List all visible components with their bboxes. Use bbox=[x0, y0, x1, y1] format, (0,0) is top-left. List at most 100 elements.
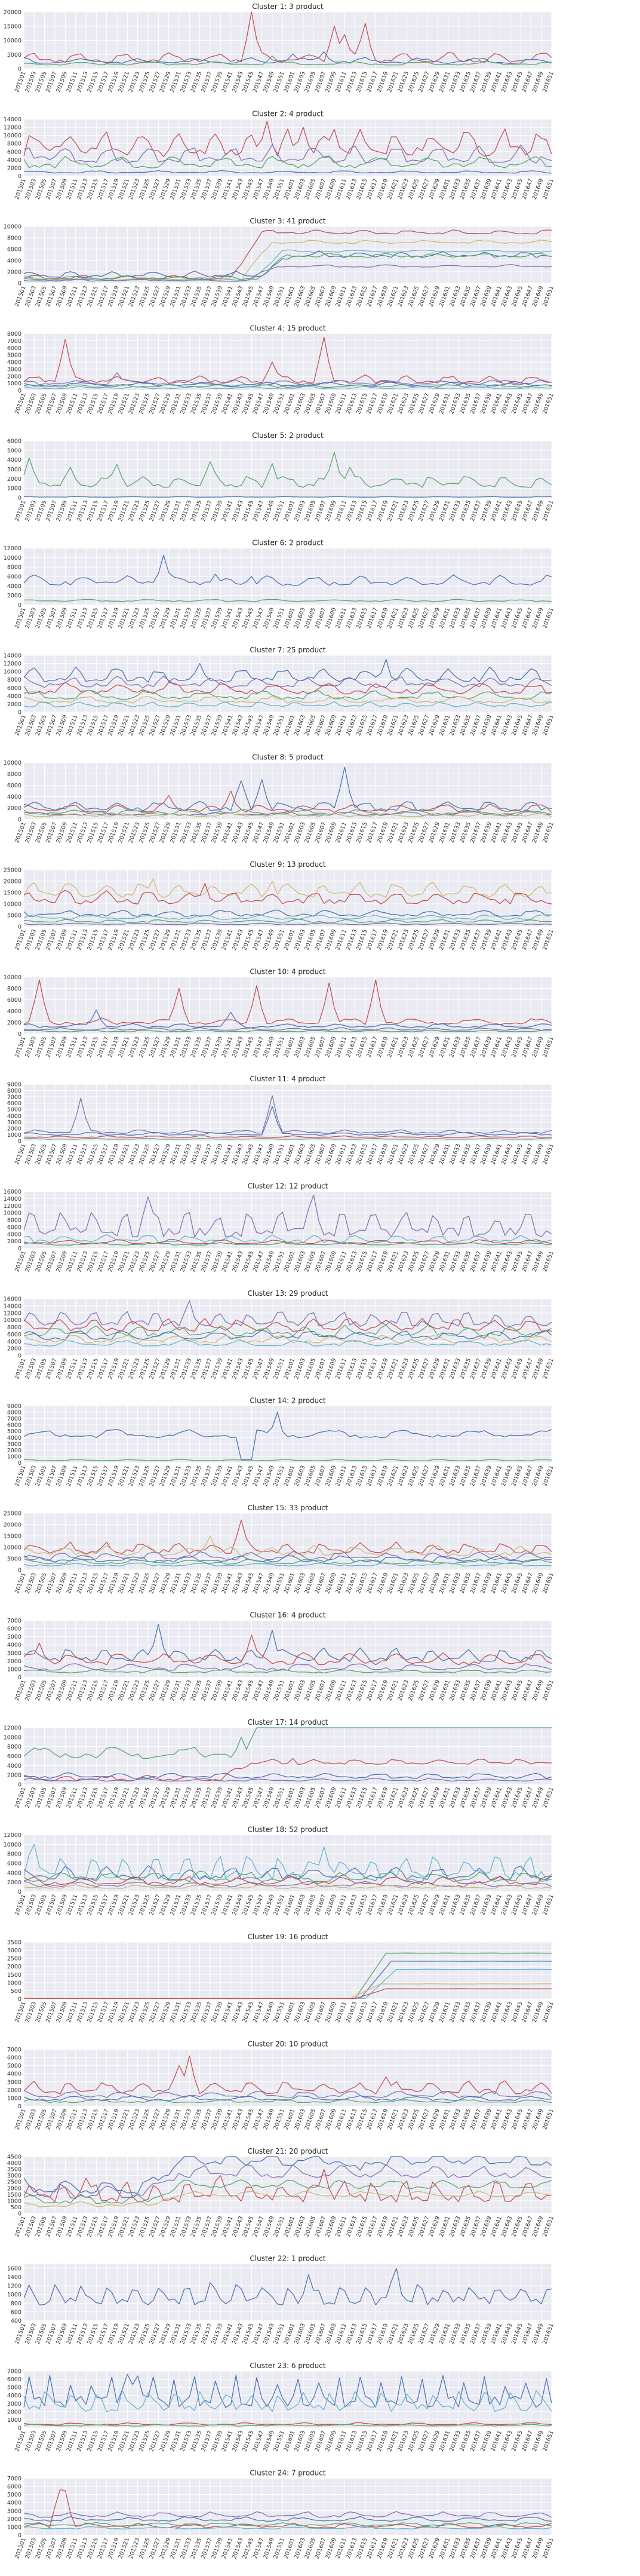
y-tick-label: 4000 bbox=[7, 1435, 21, 1442]
chart-title: Cluster 22: 1 product bbox=[250, 2255, 325, 2263]
y-tick-label: 6000 bbox=[7, 1753, 21, 1760]
y-tick-label: 1000 bbox=[7, 1980, 21, 1986]
series-line bbox=[23, 919, 552, 924]
y-tick-label: 1000 bbox=[7, 1453, 21, 1460]
chart-title: Cluster 9: 13 product bbox=[250, 860, 325, 869]
series-line bbox=[23, 121, 552, 157]
series-line bbox=[23, 1318, 552, 1332]
plot-area bbox=[24, 977, 552, 1034]
series-line bbox=[23, 922, 552, 925]
chart-title: Cluster 15: 33 product bbox=[248, 1504, 328, 1512]
y-tick-label: 25000 bbox=[4, 1511, 21, 1517]
y-tick-label: 6000 bbox=[7, 2376, 21, 2383]
y-tick-label: 10000 bbox=[4, 38, 21, 44]
y-tick-label: 15000 bbox=[4, 890, 21, 897]
y-tick-label: 0 bbox=[18, 1139, 21, 1145]
chart-title: Cluster 2: 4 product bbox=[252, 110, 324, 118]
y-tick-label: 8000 bbox=[7, 1851, 21, 1858]
chart-panel: Cluster 10: 4 product 0 2000 4000 6000 8000 10… bbox=[4, 968, 555, 1059]
y-tick-label: 8000 bbox=[7, 1410, 21, 1416]
series-line bbox=[23, 1412, 552, 1460]
y-tick-label: 0 bbox=[18, 602, 21, 609]
y-tick-label: 0 bbox=[18, 1353, 21, 1360]
y-tick-label: 6000 bbox=[7, 2484, 21, 2491]
series-line bbox=[23, 1137, 552, 1140]
series-line bbox=[23, 695, 552, 704]
y-tick-label: 5000 bbox=[7, 2385, 21, 2391]
series-line bbox=[23, 170, 552, 174]
y-tick-label: 8000 bbox=[7, 1744, 21, 1750]
series-line bbox=[23, 1009, 552, 1028]
series-line bbox=[23, 1106, 552, 1136]
y-tick-label: 3500 bbox=[7, 2167, 21, 2173]
chart-title: Cluster 23: 6 product bbox=[250, 2362, 325, 2370]
y-tick-label: 12000 bbox=[4, 125, 21, 131]
y-tick-label: 6000 bbox=[7, 997, 21, 1004]
y-tick-label: 3000 bbox=[7, 366, 21, 373]
y-tick-label: 3000 bbox=[7, 2508, 21, 2514]
y-tick-label: 8000 bbox=[7, 677, 21, 683]
chart-panel: Cluster 11: 4 product 0100020003000400050… bbox=[7, 1075, 555, 1166]
chart-title: Cluster 21: 20 product bbox=[248, 2147, 328, 2155]
chart-panel: Cluster 12: 12 product020004000600080001… bbox=[4, 1182, 555, 1273]
y-tick-label: 1600 bbox=[7, 2265, 21, 2272]
chart-panel: Cluster 5: 2 product 0 1000 2000 3000 4000 500… bbox=[7, 431, 555, 522]
y-tick-label: 5000 bbox=[7, 52, 21, 59]
series-line bbox=[23, 599, 552, 602]
chart-panel: Cluster 24: 7 product0100020003000400050… bbox=[7, 2469, 555, 2560]
y-tick-label: 7000 bbox=[7, 1094, 21, 1101]
y-tick-label: 3500 bbox=[7, 1940, 21, 1946]
y-tick-label: 7000 bbox=[7, 1416, 21, 1422]
chart-title: Cluster 20: 10 product bbox=[248, 2040, 328, 2048]
y-tick-label: 3000 bbox=[7, 2173, 21, 2179]
plot-area bbox=[24, 1406, 552, 1463]
y-tick-label: 4000 bbox=[7, 693, 21, 700]
y-tick-label: 2000 bbox=[7, 1879, 21, 1886]
y-tick-label: 8000 bbox=[7, 141, 21, 148]
plot-area bbox=[24, 1942, 552, 1999]
y-tick-label: 8000 bbox=[7, 565, 21, 571]
series-line bbox=[23, 659, 552, 683]
y-tick-label: 6000 bbox=[7, 574, 21, 581]
series-line bbox=[23, 883, 552, 904]
series-line bbox=[23, 1459, 552, 1461]
y-tick-label: 8000 bbox=[7, 1218, 21, 1224]
chart-panel: Cluster 6: 2 product 0 2000 4000 6000 8000 100… bbox=[4, 539, 555, 630]
y-tick-label: 0 bbox=[18, 495, 21, 502]
series-line bbox=[23, 1555, 552, 1563]
chart-title: Cluster 5: 2 product bbox=[252, 431, 324, 440]
y-tick-label: 3000 bbox=[7, 1441, 21, 1448]
y-tick-label: 2000 bbox=[7, 1126, 21, 1132]
series-line bbox=[23, 790, 552, 813]
y-tick-label: 0 bbox=[18, 924, 21, 931]
y-tick-label: 0 bbox=[18, 817, 21, 823]
y-tick-label: 0 bbox=[18, 173, 21, 180]
y-tick-label: 1000 bbox=[7, 381, 21, 387]
y-tick-label: 5000 bbox=[7, 1428, 21, 1435]
y-tick-label: 2000 bbox=[7, 165, 21, 171]
y-tick-label: 4000 bbox=[7, 2500, 21, 2507]
series-line bbox=[23, 55, 552, 66]
y-tick-label: 8000 bbox=[7, 771, 21, 778]
y-tick-label: 6000 bbox=[7, 783, 21, 789]
y-tick-label: 0 bbox=[18, 66, 21, 73]
y-tick-label: 7000 bbox=[7, 2476, 21, 2482]
series-line bbox=[23, 250, 552, 278]
series-line bbox=[23, 979, 552, 1025]
series-line bbox=[23, 1027, 552, 1031]
chart-panel: Cluster 3: 41 product 0 2000 4000 6000 8000 10… bbox=[4, 217, 555, 308]
y-tick-label: 2000 bbox=[7, 373, 21, 380]
y-tick-label: 25000 bbox=[4, 867, 21, 874]
y-tick-label: 16000 bbox=[4, 1296, 21, 1303]
y-tick-label: 2000 bbox=[7, 1346, 21, 1353]
y-tick-label: 7000 bbox=[7, 1618, 21, 1624]
y-tick-label: 600 bbox=[11, 2309, 21, 2316]
y-tick-label: 6000 bbox=[7, 1332, 21, 1338]
y-tick-label: 16000 bbox=[4, 1189, 21, 1195]
y-tick-label: 10000 bbox=[4, 901, 21, 908]
chart-title: Cluster 1: 3 product bbox=[252, 2, 324, 11]
y-tick-label: 3000 bbox=[7, 1948, 21, 1954]
y-tick-label: 12000 bbox=[4, 1203, 21, 1210]
series-line bbox=[24, 496, 552, 498]
